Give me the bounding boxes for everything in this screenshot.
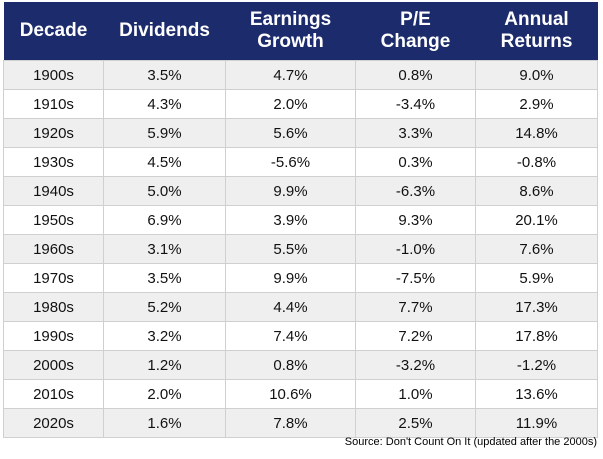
table-row: 1940s 5.0% 9.9% -6.3% 8.6% <box>3 176 598 206</box>
value-cell: 8.6% <box>475 176 598 206</box>
value-cell: 1.6% <box>103 408 226 438</box>
value-cell: 2.0% <box>103 379 226 409</box>
value-cell: 3.2% <box>103 321 226 351</box>
table-row: 1900s 3.5% 4.7% 0.8% 9.0% <box>3 60 598 90</box>
decade-cell: 1940s <box>3 176 104 206</box>
column-header: Earnings Growth <box>225 2 356 61</box>
value-cell: 9.0% <box>475 60 598 90</box>
header-text: Decade <box>19 20 88 41</box>
column-header: P/E Change <box>355 2 476 61</box>
decade-cell: 1990s <box>3 321 104 351</box>
value-cell: 5.2% <box>103 292 226 322</box>
table-row: 2020s 1.6% 7.8% 2.5% 11.9% <box>3 408 598 438</box>
column-header: Annual Returns <box>475 2 598 61</box>
value-cell: 17.3% <box>475 292 598 322</box>
value-cell: -3.2% <box>355 350 476 380</box>
header-row: Decade Dividends Earnings Growth P/E Change… <box>3 2 598 61</box>
value-cell: 7.7% <box>355 292 476 322</box>
value-cell: 1.0% <box>355 379 476 409</box>
table-row: 1970s 3.5% 9.9% -7.5% 5.9% <box>3 263 598 293</box>
value-cell: 7.4% <box>225 321 356 351</box>
value-cell: 10.6% <box>225 379 356 409</box>
value-cell: 6.9% <box>103 205 226 235</box>
value-cell: 3.3% <box>355 118 476 148</box>
value-cell: 2.5% <box>355 408 476 438</box>
table-wrap: Decade Dividends Earnings Growth P/E Change… <box>3 2 598 438</box>
value-cell: -6.3% <box>355 176 476 206</box>
value-cell: 0.3% <box>355 147 476 177</box>
column-header: Dividends <box>103 2 226 61</box>
header-text: P/E Change <box>380 9 451 52</box>
source-note: Source: Don't Count On It (updated after… <box>344 436 597 448</box>
value-cell: 13.6% <box>475 379 598 409</box>
value-cell: 17.8% <box>475 321 598 351</box>
decade-cell: 1980s <box>3 292 104 322</box>
decade-cell: 1910s <box>3 89 104 119</box>
table-row: 1980s 5.2% 4.4% 7.7% 17.3% <box>3 292 598 322</box>
value-cell: 3.1% <box>103 234 226 264</box>
value-cell: 0.8% <box>355 60 476 90</box>
value-cell: 4.4% <box>225 292 356 322</box>
value-cell: 9.3% <box>355 205 476 235</box>
value-cell: 5.9% <box>103 118 226 148</box>
value-cell: 5.9% <box>475 263 598 293</box>
table-row: 1960s 3.1% 5.5% -1.0% 7.6% <box>3 234 598 264</box>
value-cell: 5.5% <box>225 234 356 264</box>
value-cell: 2.0% <box>225 89 356 119</box>
value-cell: 1.2% <box>103 350 226 380</box>
value-cell: 7.8% <box>225 408 356 438</box>
column-header: Decade <box>3 2 104 61</box>
value-cell: 20.1% <box>475 205 598 235</box>
value-cell: 3.5% <box>103 60 226 90</box>
table-row: 2000s 1.2% 0.8% -3.2% -1.2% <box>3 350 598 380</box>
value-cell: 4.5% <box>103 147 226 177</box>
value-cell: -1.2% <box>475 350 598 380</box>
value-cell: 4.7% <box>225 60 356 90</box>
value-cell: -5.6% <box>225 147 356 177</box>
value-cell: 11.9% <box>475 408 598 438</box>
decade-cell: 1930s <box>3 147 104 177</box>
value-cell: 9.9% <box>225 263 356 293</box>
decade-cell: 1950s <box>3 205 104 235</box>
value-cell: 14.8% <box>475 118 598 148</box>
value-cell: 3.5% <box>103 263 226 293</box>
value-cell: 3.9% <box>225 205 356 235</box>
header-text: Annual Returns <box>500 9 573 52</box>
value-cell: -1.0% <box>355 234 476 264</box>
table-row: 1930s 4.5% -5.6% 0.3% -0.8% <box>3 147 598 177</box>
table-row: 2010s 2.0% 10.6% 1.0% 13.6% <box>3 379 598 409</box>
decade-cell: 2000s <box>3 350 104 380</box>
value-cell: 4.3% <box>103 89 226 119</box>
table-row: 1920s 5.9% 5.6% 3.3% 14.8% <box>3 118 598 148</box>
value-cell: 7.2% <box>355 321 476 351</box>
table-row: 1950s 6.9% 3.9% 9.3% 20.1% <box>3 205 598 235</box>
table-row: 1910s 4.3% 2.0% -3.4% 2.9% <box>3 89 598 119</box>
decade-cell: 1900s <box>3 60 104 90</box>
returns-table: Decade Dividends Earnings Growth P/E Change… <box>3 2 598 438</box>
value-cell: 7.6% <box>475 234 598 264</box>
header-text: Earnings Growth <box>249 9 332 52</box>
value-cell: -3.4% <box>355 89 476 119</box>
value-cell: -0.8% <box>475 147 598 177</box>
table-row: 1990s 3.2% 7.4% 7.2% 17.8% <box>3 321 598 351</box>
value-cell: 0.8% <box>225 350 356 380</box>
decade-cell: 2020s <box>3 408 104 438</box>
value-cell: 9.9% <box>225 176 356 206</box>
value-cell: 5.0% <box>103 176 226 206</box>
value-cell: 5.6% <box>225 118 356 148</box>
decade-cell: 1970s <box>3 263 104 293</box>
decade-cell: 1960s <box>3 234 104 264</box>
header-text: Dividends <box>119 20 210 41</box>
decade-cell: 2010s <box>3 379 104 409</box>
decade-cell: 1920s <box>3 118 104 148</box>
table-body: 1900s 3.5% 4.7% 0.8% 9.0% 1910s 4.3% 2.0% -3.4% 2… <box>3 60 598 438</box>
value-cell: -7.5% <box>355 263 476 293</box>
value-cell: 2.9% <box>475 89 598 119</box>
